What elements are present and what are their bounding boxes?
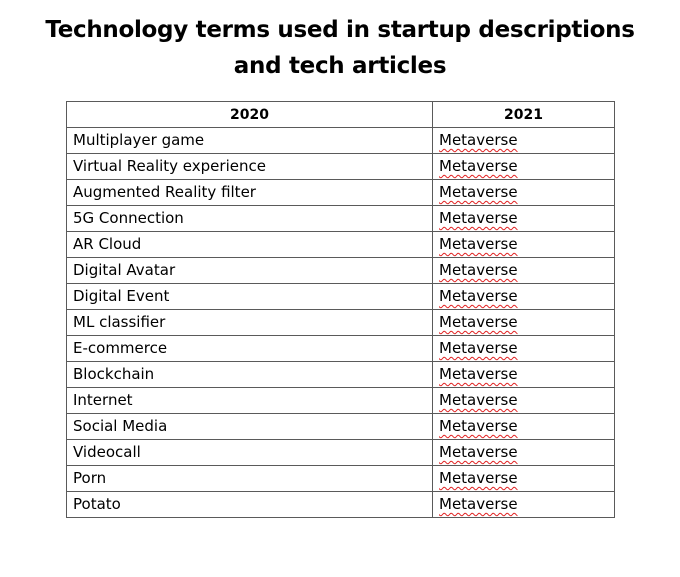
cell-2021: Metaverse [432, 491, 615, 518]
cell-2021: Metaverse [432, 439, 615, 466]
cell-2021: Metaverse [432, 153, 615, 180]
cell-2020: Multiplayer game [66, 127, 433, 154]
table-row: Social Media Metaverse [66, 413, 615, 440]
cell-2020: Blockchain [66, 361, 433, 388]
cell-2021: Metaverse [432, 361, 615, 388]
cell-2020: Potato [66, 491, 433, 518]
table-row: AR Cloud Metaverse [66, 231, 615, 258]
cell-2020: Digital Avatar [66, 257, 433, 284]
cell-2021: Metaverse [432, 465, 615, 492]
cell-2020: AR Cloud [66, 231, 433, 258]
cell-2020: Augmented Reality filter [66, 179, 433, 206]
cell-2020: Internet [66, 387, 433, 414]
table-row: Virtual Reality experience Metaverse [66, 153, 615, 180]
table-row: Augmented Reality filter Metaverse [66, 179, 615, 206]
cell-2021: Metaverse [432, 205, 615, 232]
terms-table: 2020 2021 Multiplayer game Metaverse Vir… [66, 101, 615, 518]
header-2021: 2021 [432, 101, 615, 128]
table-row: 5G Connection Metaverse [66, 205, 615, 232]
table-row: Potato Metaverse [66, 491, 615, 518]
cell-2021: Metaverse [432, 335, 615, 362]
cell-2021: Metaverse [432, 127, 615, 154]
table-row: Videocall Metaverse [66, 439, 615, 466]
page-title: Technology terms used in startup descrip… [0, 12, 680, 84]
cell-2021: Metaverse [432, 387, 615, 414]
title-line-2: and tech articles [233, 53, 447, 79]
cell-2020: Social Media [66, 413, 433, 440]
cell-2020: ML classifier [66, 309, 433, 336]
cell-2020: 5G Connection [66, 205, 433, 232]
table-row: Blockchain Metaverse [66, 361, 615, 388]
table-row: E-commerce Metaverse [66, 335, 615, 362]
cell-2020: Porn [66, 465, 433, 492]
cell-2021: Metaverse [432, 309, 615, 336]
cell-2020: Virtual Reality experience [66, 153, 433, 180]
table-row: Internet Metaverse [66, 387, 615, 414]
table-row: Porn Metaverse [66, 465, 615, 492]
title-line-1: Technology terms used in startup descrip… [45, 17, 635, 43]
cell-2020: E-commerce [66, 335, 433, 362]
cell-2021: Metaverse [432, 257, 615, 284]
cell-2020: Digital Event [66, 283, 433, 310]
header-2020: 2020 [66, 101, 433, 128]
table-row: ML classifier Metaverse [66, 309, 615, 336]
table-row: Digital Event Metaverse [66, 283, 615, 310]
cell-2020: Videocall [66, 439, 433, 466]
table-row: Digital Avatar Metaverse [66, 257, 615, 284]
table-row: Multiplayer game Metaverse [66, 127, 615, 154]
cell-2021: Metaverse [432, 283, 615, 310]
cell-2021: Metaverse [432, 179, 615, 206]
table-header-row: 2020 2021 [66, 101, 615, 128]
cell-2021: Metaverse [432, 231, 615, 258]
cell-2021: Metaverse [432, 413, 615, 440]
